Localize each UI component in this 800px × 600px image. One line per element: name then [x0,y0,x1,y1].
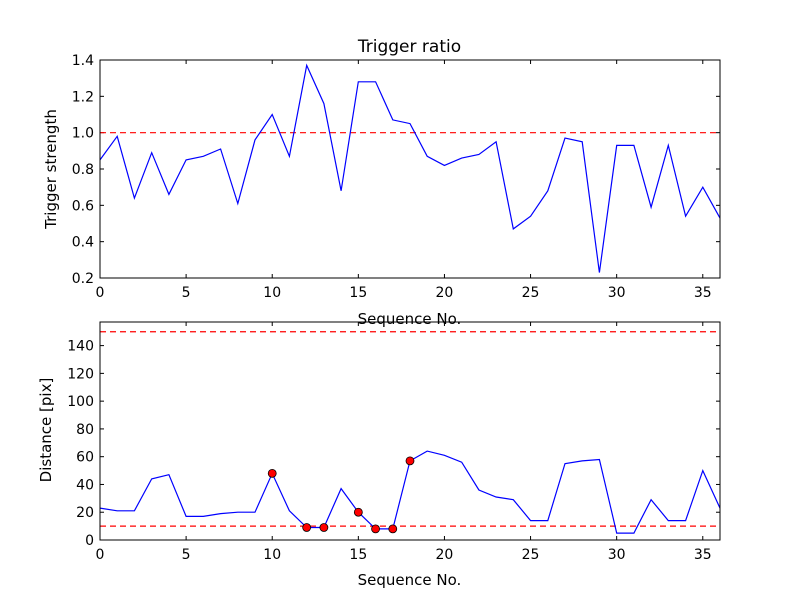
y-tick-label: 1.2 [72,89,94,105]
y-tick-label: 1.0 [72,126,94,142]
x-tick-label: 10 [263,547,281,563]
x-tick-label: 10 [263,285,281,301]
y-tick-label: 0.4 [72,235,94,251]
data-point-marker [319,523,329,532]
x-axis-label: Sequence No. [358,571,462,589]
x-tick-label: 20 [436,547,454,563]
x-tick-label: 25 [522,547,540,563]
y-tick-label: 20 [76,505,94,521]
y-tick-label: 0.2 [72,271,94,287]
y-tick-label: 80 [76,422,94,438]
y-ticks: 0 20 40 60 80 100 120 140 [67,339,720,549]
y-tick-label: 0 [85,533,94,549]
highlight-markers [267,456,415,534]
x-tick-label: 30 [608,547,626,563]
x-tick-label: 15 [349,547,367,563]
x-tick-label: 35 [694,547,712,563]
x-ticks: 0 5 10 15 20 25 30 35 [96,60,712,301]
x-tick-label: 35 [694,285,712,301]
y-tick-label: 140 [67,339,94,355]
data-point-marker [302,523,312,532]
x-tick-label: 5 [182,547,191,563]
y-ticks: 0.2 0.4 0.6 0.8 1.0 1.2 1.4 [72,53,720,287]
x-tick-label: 0 [96,285,105,301]
trigger-ratio-panel: Trigger ratio Sequence No. Trigger stren… [42,37,721,328]
y-tick-label: 60 [76,450,94,466]
data-point-marker [371,524,380,534]
y-axis-label: Trigger strength [42,109,60,230]
y-tick-label: 1.4 [72,53,94,69]
y-tick-label: 120 [67,366,94,382]
x-tick-label: 5 [182,285,191,301]
chart-title: Trigger ratio [357,37,461,57]
series-lines [99,63,721,273]
x-tick-label: 0 [96,547,105,563]
x-axis-label: Sequence No. [358,310,462,328]
plot-frame [99,59,721,279]
data-point-marker [405,456,415,466]
x-tick-label: 30 [608,285,626,301]
y-tick-label: 0.6 [72,198,94,214]
plot-frame [99,321,721,541]
data-point-marker [353,507,363,517]
x-tick-label: 25 [522,285,540,301]
series-line [99,63,721,273]
y-tick-label: 40 [76,477,94,493]
data-point-marker [267,468,277,478]
x-ticks: 0 5 10 15 20 25 30 35 [96,322,712,563]
x-tick-label: 20 [436,285,454,301]
y-tick-label: 0.8 [72,162,94,178]
data-point-marker [388,524,398,534]
y-axis-label: Distance [pix] [37,378,55,483]
distance-panel: Sequence No. Distance [pix] 0 5 10 15 20 25 30… [37,321,721,589]
threshold-lines [100,331,720,527]
y-tick-label: 100 [67,394,94,410]
x-tick-label: 15 [349,285,367,301]
